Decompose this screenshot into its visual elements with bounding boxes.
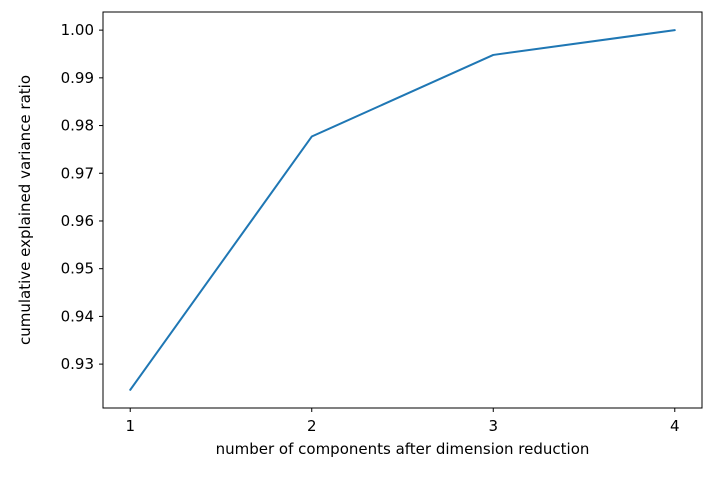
y-tick-label: 0.98 — [61, 117, 94, 135]
y-tick-label: 0.96 — [61, 212, 94, 230]
x-tick-label: 1 — [125, 417, 135, 435]
x-tick-label: 4 — [670, 417, 680, 435]
y-tick-label: 0.93 — [61, 355, 94, 373]
x-axis-label: number of components after dimension red… — [216, 440, 590, 458]
plot-area — [103, 12, 702, 408]
x-tick-label: 3 — [488, 417, 498, 435]
y-axis-label: cumulative explained variance ratio — [16, 75, 34, 345]
y-tick-label: 1.00 — [61, 21, 94, 39]
y-tick-label: 0.95 — [61, 260, 94, 278]
y-tick-label: 0.94 — [61, 307, 94, 325]
x-tick-label: 2 — [307, 417, 317, 435]
y-axis-ticks: 0.93 0.94 0.95 0.96 0.97 0.98 0.99 1.00 — [61, 21, 103, 373]
data-line-cumulative-variance — [129, 29, 676, 391]
y-tick-label: 0.99 — [61, 69, 94, 87]
x-axis-ticks: 1 2 3 4 — [125, 408, 680, 435]
plot-frame — [102, 11, 703, 409]
y-tick-label: 0.97 — [61, 164, 94, 182]
